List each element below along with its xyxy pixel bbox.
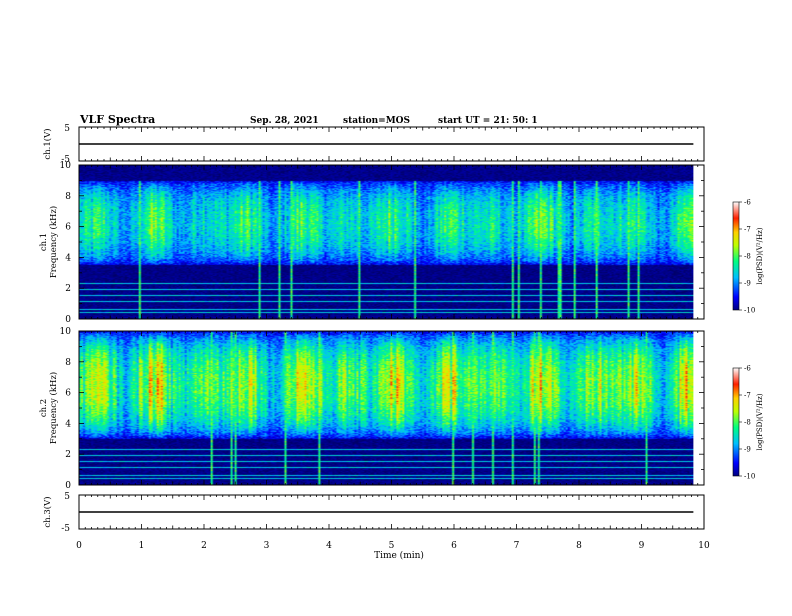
colorbar-tick-label: -10	[744, 473, 755, 481]
ch1-ytick-top: 5	[64, 124, 70, 134]
y-tick-label: 10	[60, 161, 72, 171]
ch1-colorbar-label: log(PSD)(V²/Hz)	[756, 227, 764, 284]
x-tick-label: 2	[201, 541, 207, 551]
x-tick-label: 8	[576, 541, 582, 551]
y-tick-label: 4	[65, 419, 71, 429]
colorbar-tick-label: -8	[744, 419, 751, 427]
header-start-time: start UT = 21: 50: 1	[438, 116, 538, 126]
ch2-colorbar	[732, 367, 740, 477]
ch1-spec-ylabel: ch.1	[39, 233, 49, 251]
y-tick-label: 6	[65, 223, 71, 233]
x-tick-label: 3	[264, 541, 270, 551]
y-tick-label: 2	[65, 450, 71, 460]
ch1-spec-ytick-labels: 0 2 4 6 8 10	[60, 161, 72, 325]
x-axis-tick-labels: 0 1 2 3 4 5 6 7 8 9 10	[76, 541, 710, 551]
ch3-ytick-bottom: -5	[61, 524, 70, 534]
ch3-ytick-top: 5	[64, 492, 70, 502]
ch2-colorbar-ticks: -6 -7 -8 -9 -10	[739, 365, 755, 481]
ch1-ytick-bottom: -5	[61, 155, 70, 165]
ch2-spec-ytick-labels: 0 2 4 6 8 10	[60, 327, 72, 491]
ch1-voltage-ticks	[78, 127, 705, 161]
x-tick-label: 1	[139, 541, 145, 551]
header-station: station=MOS	[343, 116, 410, 126]
ch1-voltage-ylabel: ch.1(V)	[42, 128, 53, 159]
x-tick-label: 5	[389, 541, 395, 551]
y-tick-label: 4	[65, 253, 71, 263]
ch1-spec-ylabel-frequency: Frequency (kHz)	[48, 206, 59, 278]
y-tick-label: 8	[65, 358, 71, 368]
colorbar-tick-label: -6	[744, 199, 751, 207]
x-tick-label: 4	[326, 541, 332, 551]
colorbar-tick-label: -7	[744, 226, 751, 234]
ch2-spec-ylabel-frequency: Frequency (kHz)	[48, 372, 59, 444]
panel-ch3-voltage: 5 -5 ch.3(V)	[42, 492, 705, 534]
ch1-spectrogram-image	[79, 165, 694, 319]
ch2-spec-ylabel: ch.2	[39, 399, 49, 417]
ch2-colorbar-label: log(PSD)(V²/Hz)	[756, 393, 764, 450]
panel-ch2-spectrogram: 0 2 4 6 8 10 ch.2 Frequency (kHz) -6 -7 -8 -9 -10…	[39, 327, 764, 491]
colorbar-tick-label: -7	[744, 392, 751, 400]
x-tick-label: 0	[76, 541, 82, 551]
panel-ch1-voltage: 5 -5 ch.1(V)	[42, 124, 705, 165]
colorbar-tick-label: -9	[744, 280, 751, 288]
y-tick-label: 0	[65, 315, 71, 325]
x-tick-label: 9	[639, 541, 645, 551]
header-date: Sep. 28, 2021	[250, 116, 319, 126]
x-tick-label: 10	[698, 541, 710, 551]
y-tick-label: 10	[60, 327, 72, 337]
colorbar-tick-label: -8	[744, 253, 751, 261]
x-tick-label: 6	[451, 541, 457, 551]
colorbar-tick-label: -10	[744, 307, 755, 315]
ch1-spec-ticks	[78, 164, 705, 320]
ch1-colorbar	[732, 201, 740, 311]
ch3-voltage-ticks	[78, 495, 705, 529]
x-axis-label: Time (min)	[374, 550, 424, 561]
y-tick-label: 6	[65, 389, 71, 399]
panel-ch1-spectrogram: 0 2 4 6 8 10 ch.1 Frequency (kHz) -6 -7 -8 -9 -10…	[39, 161, 764, 325]
ch1-colorbar-ticks: -6 -7 -8 -9 -10	[739, 199, 755, 315]
ch3-voltage-ylabel: ch.3(V)	[42, 496, 53, 527]
ch2-spec-ticks	[78, 330, 705, 486]
y-tick-label: 0	[65, 481, 71, 491]
y-tick-label: 2	[65, 284, 71, 294]
colorbar-tick-label: -6	[744, 365, 751, 373]
ch2-spectrogram-image	[79, 331, 694, 485]
colorbar-tick-label: -9	[744, 446, 751, 454]
figure-title: VLF Spectra	[79, 113, 155, 126]
x-tick-label: 7	[514, 541, 520, 551]
y-tick-label: 8	[65, 192, 71, 202]
